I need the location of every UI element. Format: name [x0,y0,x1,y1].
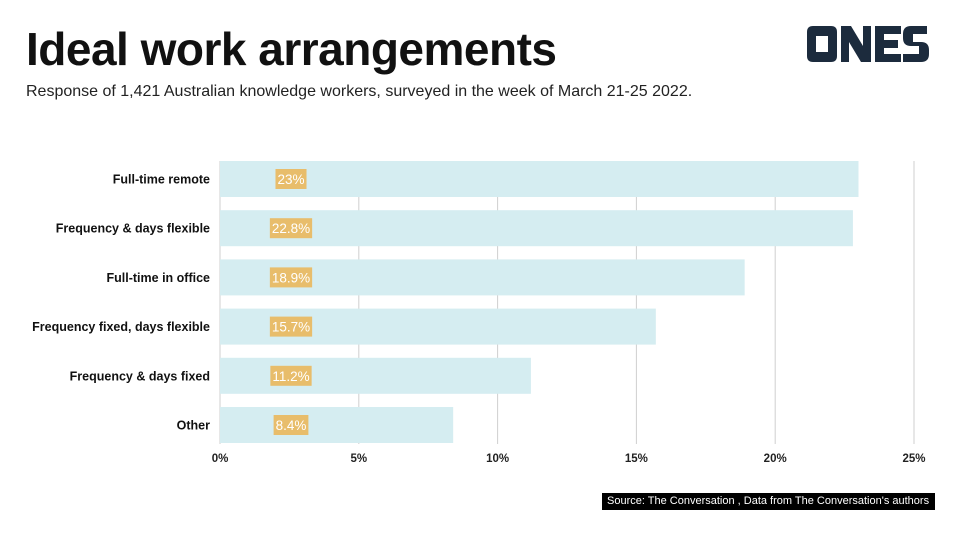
x-tick-label: 25% [902,453,925,465]
bar [220,210,853,247]
x-tick-label: 10% [486,453,509,465]
chart-subtitle: Response of 1,421 Australian knowledge w… [26,83,693,100]
value-label: 11.2% [272,369,309,384]
x-tick-label: 5% [350,453,367,465]
value-label-background [269,218,313,239]
bar [220,407,454,443]
chart-title: Ideal work arrangements [26,23,557,75]
value-label: 8.4% [276,418,307,433]
x-tick-label: 15% [625,453,648,465]
source-note: Source: The Conversation , Data from The… [602,493,936,510]
value-label-background [273,415,309,435]
category-label: Frequency & days fixed [70,369,210,383]
category-label: Frequency & days flexible [56,222,210,236]
category-label: Full-time in office [107,271,211,285]
value-label-background [275,169,307,189]
x-tick-label: 20% [764,453,787,465]
bar [220,161,859,197]
category-label: Full-time remote [113,173,210,187]
value-label: 15.7% [272,320,310,335]
value-label-background [270,365,312,386]
category-label: Frequency fixed, days flexible [32,320,210,334]
category-label: Other [177,419,210,433]
value-label-background [269,316,313,337]
value-label: 22.8% [272,221,310,236]
value-label: 18.9% [272,270,310,285]
value-label-background [269,267,313,288]
ones-logo [807,26,929,62]
bar [220,357,531,394]
x-tick-label: 0% [212,453,229,465]
value-label: 23% [277,172,304,187]
